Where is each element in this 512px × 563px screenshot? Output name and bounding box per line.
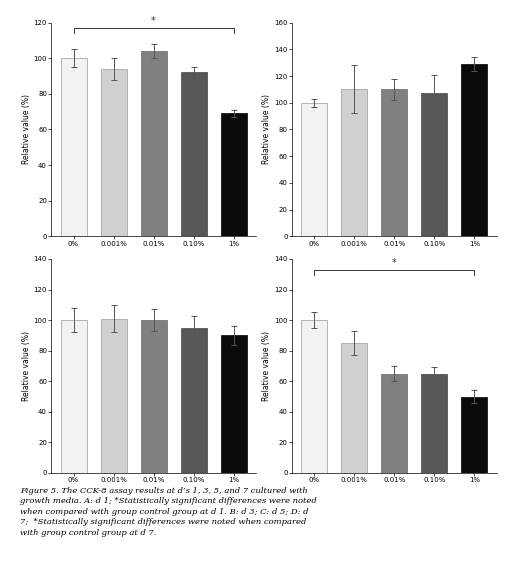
Bar (381, 90, 407, 236)
Bar (141, 320, 166, 473)
Bar (60, 320, 87, 473)
Y-axis label: Relative value (%): Relative value (%) (22, 331, 31, 401)
Bar (221, 114, 247, 236)
Bar (301, 102, 327, 236)
Bar (181, 328, 207, 473)
Bar (60, 58, 87, 236)
Bar (301, 320, 327, 473)
Bar (461, 64, 487, 236)
Y-axis label: Relative value (%): Relative value (%) (262, 331, 271, 401)
Bar (381, 374, 407, 473)
Text: Figure 5. The CCK-8 assay results at d’s 1, 3, 5, and 7 cultured with
growth med: Figure 5. The CCK-8 assay results at d’s… (20, 487, 317, 537)
Bar (221, 336, 247, 473)
Text: *: * (392, 257, 397, 267)
Bar (100, 69, 126, 236)
Y-axis label: Relative value (%): Relative value (%) (22, 95, 31, 164)
Y-axis label: Relative value (%): Relative value (%) (262, 95, 271, 164)
Text: *: * (151, 16, 156, 26)
Bar (141, 51, 166, 236)
Bar (421, 93, 447, 236)
Bar (421, 374, 447, 473)
Bar (100, 319, 126, 473)
Bar (341, 90, 367, 236)
Bar (341, 343, 367, 473)
Bar (461, 396, 487, 473)
Bar (181, 73, 207, 236)
